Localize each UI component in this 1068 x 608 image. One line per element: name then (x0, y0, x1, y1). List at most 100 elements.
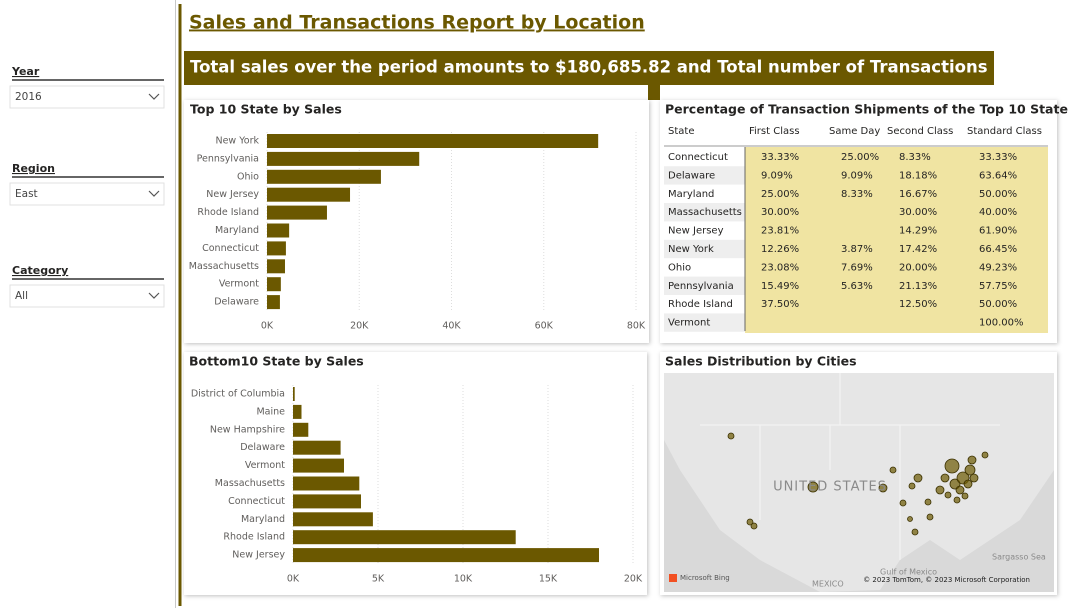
banner-text: Total sales over the period amounts to $… (190, 58, 1049, 77)
map-title: Sales Distribution by Cities (665, 354, 857, 369)
bar[interactable] (293, 404, 302, 419)
table-cell: 50.00% (979, 189, 1017, 200)
table-body (745, 147, 1048, 333)
x-tick-label: 80K (627, 321, 646, 332)
row-stripe (664, 276, 745, 295)
table-cell: 25.00% (761, 189, 799, 200)
bar[interactable] (293, 530, 516, 545)
column-header: Standard Class (967, 126, 1042, 137)
table-cell: 33.33% (979, 152, 1017, 163)
y-tick-label: Delaware (214, 297, 259, 308)
x-tick-label: 5K (372, 574, 385, 585)
bar[interactable] (293, 476, 360, 491)
table-cell: 17.42% (899, 244, 937, 255)
table-cell: 21.13% (899, 281, 937, 292)
table-cell: 7.69% (841, 262, 873, 273)
y-tick-label: Vermont (245, 460, 285, 471)
land (664, 373, 1054, 592)
table-cell: 23.81% (761, 226, 799, 237)
column-header: Same Day (829, 126, 880, 137)
banner-tab (648, 84, 660, 100)
map-copyright: © 2023 TomTom, © 2023 Microsoft Corporat… (863, 576, 1030, 584)
table-cell: 12.26% (761, 244, 799, 255)
column-header: First Class (749, 126, 800, 137)
bar[interactable] (267, 205, 327, 220)
table-cell: 18.18% (899, 170, 937, 181)
slicer-value: 2016 (15, 91, 42, 103)
table-cell: 57.75% (979, 281, 1017, 292)
table-cell: 50.00% (979, 299, 1017, 310)
row-header: Maryland (668, 189, 714, 200)
bar[interactable] (267, 223, 290, 238)
table-cell: 8.33% (841, 189, 873, 200)
y-tick-label: New Jersey (232, 550, 285, 561)
table-cell: 30.00% (761, 207, 799, 218)
row-header: Vermont (668, 318, 710, 329)
table-cell: 12.50% (899, 299, 937, 310)
table-cell: 8.33% (899, 152, 931, 163)
chevron (148, 190, 160, 197)
table-cell: 37.50% (761, 299, 799, 310)
table-cell: 30.00% (899, 207, 937, 218)
borders (700, 373, 1000, 560)
table-cell: 40.00% (979, 207, 1017, 218)
x-tick-label: 60K (535, 321, 554, 332)
bar[interactable] (267, 241, 286, 256)
y-tick-label: New Jersey (206, 189, 259, 200)
row-header: Connecticut (668, 152, 728, 163)
bar[interactable] (267, 151, 420, 166)
bar[interactable] (293, 387, 295, 401)
table-cell: 16.67% (899, 189, 937, 200)
x-tick-label: 15K (539, 574, 558, 585)
logo (669, 574, 677, 582)
y-tick-label: Ohio (237, 171, 259, 182)
bar[interactable] (293, 440, 341, 455)
table-cell: 23.08% (761, 262, 799, 273)
table-cell: 14.29% (899, 226, 937, 237)
column-header: State (668, 126, 694, 137)
chart-title: Top 10 State by Sales (190, 102, 342, 117)
x-tick-label: 20K (350, 321, 369, 332)
bar[interactable] (293, 422, 309, 437)
slicer-value: All (15, 290, 28, 302)
table-cell: 49.23% (979, 262, 1017, 273)
bar[interactable] (267, 259, 285, 274)
bar[interactable] (267, 134, 599, 148)
banner (184, 51, 994, 85)
bar[interactable] (293, 548, 599, 563)
table-cell: 61.90% (979, 226, 1017, 237)
chevron (148, 292, 160, 299)
x-tick-label: 0K (261, 321, 274, 332)
y-tick-label: Maine (256, 406, 285, 417)
slicer-value: East (15, 188, 38, 200)
bar[interactable] (267, 277, 281, 292)
table-cell: 66.45% (979, 244, 1017, 255)
slicer-dropdown[interactable] (9, 284, 165, 308)
y-tick-label: Rhode Island (197, 207, 259, 218)
map-label: Sargasso Sea (992, 553, 1046, 562)
bar[interactable] (267, 187, 351, 202)
slicer-dropdown[interactable] (9, 182, 165, 206)
bar[interactable] (293, 512, 373, 527)
table-title: Percentage of Transaction Shipments of t… (665, 102, 1068, 117)
column-header: Second Class (887, 126, 953, 137)
row-header: Massachusetts (668, 207, 742, 218)
bar[interactable] (267, 169, 381, 184)
table-cell: 5.63% (841, 281, 873, 292)
y-tick-label: Delaware (240, 442, 285, 453)
y-tick-label: Pennsylvania (197, 153, 259, 164)
map-label: MEXICO (812, 580, 844, 589)
table-cell: 3.87% (841, 244, 873, 255)
table-cell: 9.09% (841, 170, 873, 181)
chart-title: Bottom10 State by Sales (189, 354, 364, 369)
bar[interactable] (267, 295, 280, 310)
y-tick-label: Maryland (241, 514, 285, 525)
report-title: Sales and Transactions Report by Locatio… (189, 12, 645, 34)
slicer-dropdown[interactable] (9, 85, 165, 109)
y-tick-label: Vermont (219, 279, 259, 290)
slicer-label: Year (11, 65, 40, 78)
slicer-label: Category (12, 264, 68, 277)
bar[interactable] (293, 494, 361, 509)
bar[interactable] (293, 458, 344, 473)
